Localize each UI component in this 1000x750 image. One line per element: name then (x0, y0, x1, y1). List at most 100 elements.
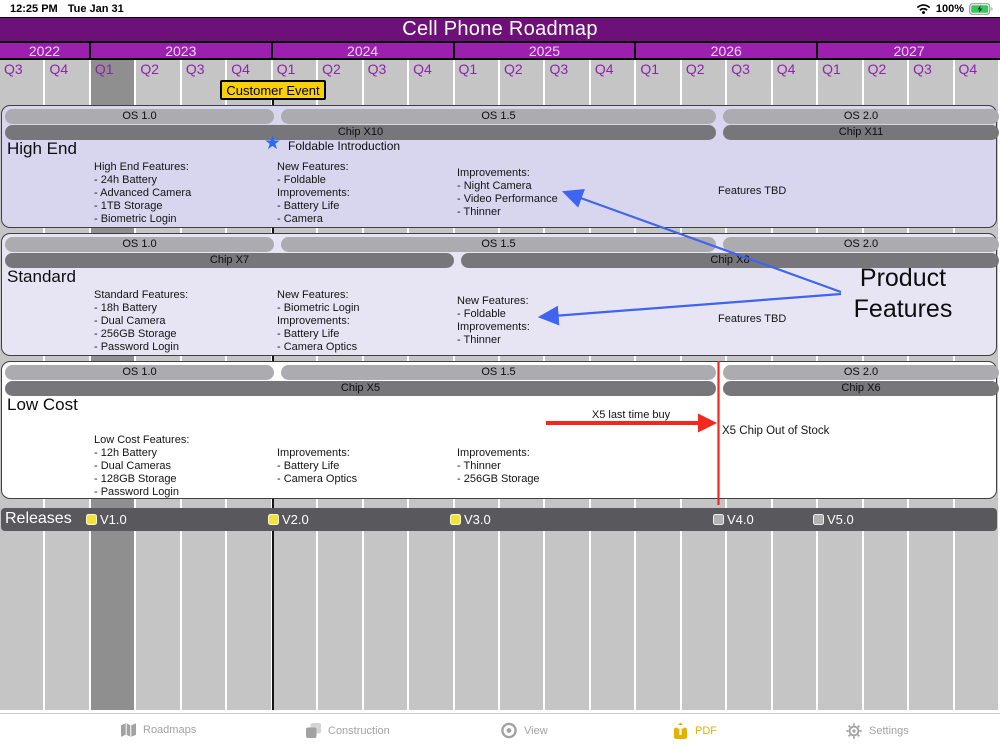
feature-block: Standard Features: - 18h Battery - Dual Ca… (94, 289, 188, 354)
toolbar-item-view[interactable]: View (500, 722, 548, 739)
page-title: Cell Phone Roadmap (402, 18, 598, 40)
feature-line: - Thinner (457, 460, 501, 472)
share-icon (672, 722, 689, 740)
feature-line: - 1TB Storage (94, 200, 163, 212)
releases-label: Releases (5, 510, 72, 527)
feature-line: High End Features: (94, 161, 189, 173)
feature-line: Standard Features: (94, 289, 189, 301)
feature-line: Improvements: (457, 321, 530, 333)
quarter-label: Q3 (549, 61, 569, 77)
feature-block: Improvements: - Battery Life - Camera Opti… (277, 447, 357, 486)
feature-line: Improvements: (457, 167, 530, 179)
releases-bar: Releases V1.0 V2.0 V3.0 V4.0 V5.0 (1, 508, 997, 531)
feature-line: - Dual Camera (94, 315, 166, 327)
feature-line: - Video Performance (457, 193, 558, 205)
toolbar-item-label: View (524, 724, 548, 737)
quarter-label: Q1 (458, 61, 478, 77)
battery-percent: 100% (935, 2, 964, 15)
feature-block: New Features: - Biometric Login Improvemen… (277, 289, 360, 354)
construction-icon (305, 722, 322, 739)
title-bar: Cell Phone Roadmap (0, 17, 1000, 43)
lane-label-low-cost: Low Cost (7, 395, 78, 414)
os-bar-os-1-0[interactable]: OS 1.0 (5, 109, 274, 124)
os-bar-os-2-0[interactable]: OS 2.0 (723, 109, 999, 124)
release-milestone-v4-0[interactable] (712, 514, 724, 525)
feature-block: New Features: - Foldable Improvements: - Ba… (277, 161, 350, 226)
quarter-label: Q2 (504, 61, 523, 77)
milestone-star-icon[interactable]: ★ (264, 133, 282, 154)
quarter-label: Q3 (367, 61, 387, 77)
year-cell-2022: 2022 (0, 43, 91, 59)
feature-line: - Biometric Login (277, 302, 360, 314)
features-tbd-label: Features TBD (718, 185, 787, 197)
release-milestone-label: V4.0 (727, 512, 754, 527)
feature-line: - Biometric Login (94, 213, 177, 225)
chip-bar-chip-x10[interactable]: Chip X10 (5, 125, 716, 140)
chip-bar-chip-x6[interactable]: Chip X6 (723, 381, 999, 396)
year-cell-2027: 2027 (893, 42, 925, 59)
battery-icon (969, 2, 994, 15)
quarter-label: Q4 (594, 61, 614, 77)
feature-line: New Features: (457, 295, 529, 307)
feature-line: - Thinner (457, 206, 501, 218)
feature-line: New Features: (277, 161, 349, 173)
os-bar-os-2-0[interactable]: OS 2.0 (723, 365, 999, 380)
quarter-label: Q3 (731, 61, 750, 77)
customer-event-label: Customer Event (226, 82, 320, 98)
feature-line: - Password Login (94, 486, 179, 498)
toolbar-item-pdf[interactable]: PDF (672, 722, 717, 740)
map-icon (120, 722, 137, 738)
os-bar-os-1-5[interactable]: OS 1.5 (281, 237, 716, 252)
release-milestone-v1-0[interactable] (85, 514, 97, 525)
status-date: Tue Jan 31 (67, 2, 124, 15)
feature-line: - Battery Life (277, 328, 340, 340)
os-bar-os-1-5[interactable]: OS 1.5 (281, 109, 716, 124)
toolbar-item-label: Settings (869, 725, 909, 737)
toolbar-item-roadmaps[interactable]: Roadmaps (120, 722, 196, 738)
quarter-label: Q2 (322, 61, 341, 77)
os-bar-os-1-5[interactable]: OS 1.5 (281, 365, 716, 380)
os-bar-os-1-0[interactable]: OS 1.0 (5, 365, 274, 380)
feature-line: - Dual Cameras (94, 460, 172, 472)
feature-line: New Features: (277, 289, 349, 301)
product-features-line2: Features (853, 295, 953, 323)
feature-line: - 12h Battery (94, 447, 157, 459)
quarter-label: Q1 (94, 61, 114, 77)
os-bar-os-1-0[interactable]: OS 1.0 (5, 237, 274, 252)
bottom-toolbar: Roadmaps Construction View PDF Settings (0, 713, 1000, 750)
lane-label-standard: Standard (7, 267, 76, 286)
status-bar: 12:25 PM Tue Jan 31 100% (0, 0, 1000, 17)
lane-high-end: OS 1.0 OS 1.5 OS 2.0 Chip X10 Chip X11 High E… (1, 105, 999, 228)
toolbar-item-label: Construction (328, 724, 390, 737)
quarter-label: Q2 (140, 61, 160, 77)
quarter-label: Q2 (685, 61, 705, 77)
toolbar-item-settings[interactable]: Settings (845, 722, 909, 740)
customer-event-flag[interactable]: Customer Event (220, 80, 326, 100)
release-milestone-label: V1.0 (100, 512, 127, 527)
year-band: 2022 2023 2024 2025 2026 2027 (0, 43, 1000, 60)
release-milestone-label: V2.0 (282, 512, 309, 527)
toolbar-item-label: Roadmaps (143, 724, 197, 736)
feature-line: - 128GB Storage (94, 473, 177, 485)
year-cell-2026: 2026 (636, 43, 819, 59)
release-milestone-v3-0[interactable] (449, 514, 461, 525)
release-milestone-v2-0[interactable] (267, 514, 279, 525)
quarter-label: Q2 (867, 61, 887, 77)
release-milestone-v5-0[interactable] (812, 514, 824, 525)
chip-bar-chip-x5[interactable]: Chip X5 (5, 381, 716, 396)
product-features-note: Product Features (836, 263, 970, 325)
lane-label-high-end: High End (7, 139, 77, 158)
os-bar-os-2-0[interactable]: OS 2.0 (723, 237, 999, 252)
feature-line: - 24h Battery (94, 174, 157, 186)
release-milestone-label: V5.0 (827, 512, 854, 527)
feature-block: New Features: - Foldable Improvements: - Th… (457, 295, 530, 347)
view-icon (500, 722, 518, 739)
year-cell-2025: 2025 (455, 43, 637, 59)
feature-line: Low Cost Features: (94, 434, 190, 446)
year-cell-2023: 2023 (91, 43, 273, 59)
toolbar-item-label: PDF (695, 725, 717, 737)
chip-bar-chip-x11[interactable]: Chip X11 (723, 125, 999, 140)
feature-line: - Night Camera (457, 180, 532, 192)
toolbar-item-construction[interactable]: Construction (305, 722, 390, 739)
chip-bar-chip-x7[interactable]: Chip X7 (5, 253, 454, 268)
